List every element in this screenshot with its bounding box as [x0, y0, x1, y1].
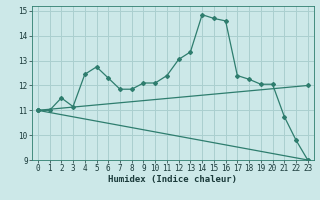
- X-axis label: Humidex (Indice chaleur): Humidex (Indice chaleur): [108, 175, 237, 184]
